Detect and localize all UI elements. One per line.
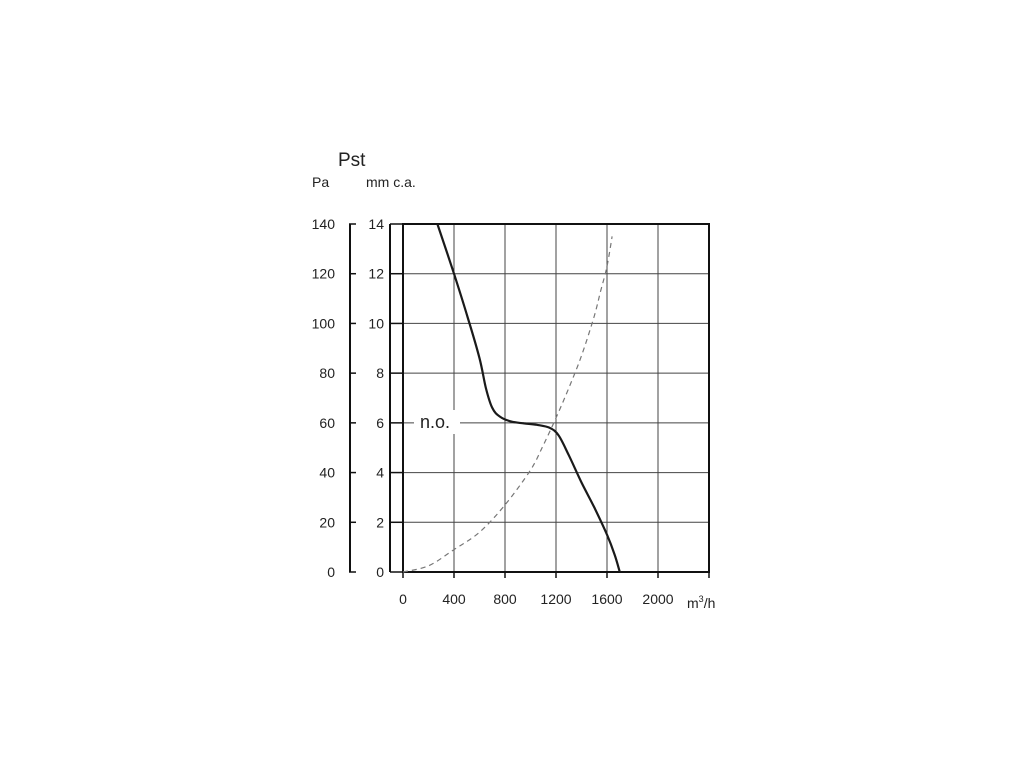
- mm-axis-unit: mm c.a.: [366, 174, 416, 190]
- mm-tick-label: 12: [368, 266, 384, 282]
- mm-tick-label: 14: [368, 216, 384, 232]
- mm-tick-label: 10: [368, 315, 384, 331]
- pa-tick-label: 80: [319, 365, 335, 381]
- pa-tick-label: 0: [327, 564, 335, 580]
- x-axis: 0 400 800 1200 1600 2000: [399, 571, 710, 607]
- pa-tick-label: 100: [312, 315, 336, 331]
- pa-tick-label: 40: [319, 465, 335, 481]
- x-axis-label-sup: 3: [699, 594, 704, 604]
- mm-tick-label: 0: [376, 564, 384, 580]
- grid: [402, 223, 710, 573]
- pa-tick-label: 140: [312, 216, 336, 232]
- x-tick-label: 800: [493, 591, 517, 607]
- mm-tick-label: 8: [376, 365, 384, 381]
- chart-title: Pst: [338, 150, 366, 171]
- pa-tick-label: 20: [319, 514, 335, 530]
- x-axis-label: m3/h: [687, 594, 715, 611]
- annotation-no: n.o.: [420, 412, 450, 432]
- x-tick-label: 1200: [540, 591, 571, 607]
- x-tick-label: 2000: [642, 591, 673, 607]
- mm-axis: 0 2 4 6 8 10 12 14: [368, 216, 403, 580]
- mm-tick-label: 2: [376, 514, 384, 530]
- x-tick-label: 1600: [591, 591, 622, 607]
- mm-tick-label: 4: [376, 465, 384, 481]
- pa-tick-label: 120: [312, 266, 336, 282]
- mm-tick-label: 6: [376, 415, 384, 431]
- x-axis-label-tail: /h: [704, 595, 716, 611]
- pa-tick-label: 60: [319, 415, 335, 431]
- series-line-fan-curve: [436, 223, 621, 573]
- annotation-background: [414, 410, 460, 434]
- x-axis-label-m: m: [687, 595, 699, 611]
- series-group: [402, 223, 621, 573]
- series-line-system-curve: [402, 236, 613, 573]
- x-tick-label: 0: [399, 591, 407, 607]
- x-tick-label: 400: [442, 591, 466, 607]
- pa-axis-unit: Pa: [312, 174, 329, 190]
- pa-axis: 0 20 40 60 80 100 120 140: [312, 216, 356, 580]
